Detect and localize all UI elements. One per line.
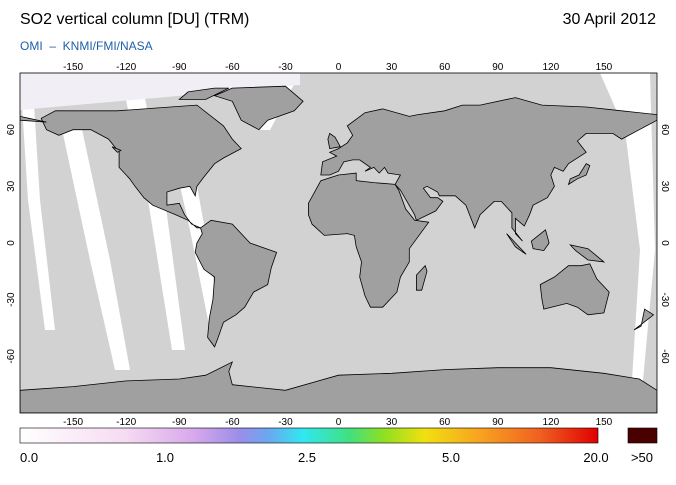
lon-tick-label: 30 <box>386 62 398 73</box>
landmass <box>569 244 606 263</box>
colorbar-label: 2.5 <box>298 450 316 465</box>
landmass <box>194 219 278 348</box>
landmass <box>530 229 550 252</box>
lon-tick-label: -30 <box>278 417 293 428</box>
land <box>20 85 657 413</box>
colorbar-label: 20.0 <box>583 450 608 465</box>
lon-tick-label: -150 <box>63 62 83 73</box>
lon-tick-label: -60 <box>225 62 240 73</box>
lon-tick-label: 90 <box>492 62 504 73</box>
lon-tick-label: 90 <box>492 417 504 428</box>
colorbar-label: 0.0 <box>20 450 38 465</box>
map-frame <box>19 72 658 414</box>
lat-tick-label: -60 <box>659 349 670 364</box>
lon-tick-label: 120 <box>542 417 559 428</box>
colorbar-label: 5.0 <box>442 450 460 465</box>
landmass <box>20 361 657 413</box>
landmass <box>178 87 229 100</box>
lon-tick-label: -90 <box>172 62 187 73</box>
lon-tick-label: -120 <box>116 62 136 73</box>
map-area <box>20 73 657 413</box>
lat-tick-label: -30 <box>6 292 17 307</box>
subtitle: OMI – KNMI/FMI/NASA <box>20 39 153 53</box>
colorbar <box>19 427 599 444</box>
lon-tick-label: 120 <box>542 62 559 73</box>
swath <box>600 73 655 413</box>
colorbar-overflow <box>627 427 658 444</box>
colorbar-label: >50 <box>631 450 653 465</box>
lon-tick-label: -120 <box>116 417 136 428</box>
swath <box>20 73 300 110</box>
lat-tick-label: 0 <box>659 240 670 246</box>
lat-tick-label: 30 <box>659 181 670 193</box>
landmass <box>320 97 657 242</box>
landmass <box>213 85 304 131</box>
lat-tick-label: 60 <box>659 124 670 136</box>
landmass <box>633 308 655 331</box>
landmass <box>539 263 610 316</box>
lon-tick-label: 0 <box>336 62 342 73</box>
landmass <box>20 115 47 123</box>
lat-tick-label: -30 <box>659 292 670 307</box>
lon-tick-label: 60 <box>439 417 451 428</box>
title: SO2 vertical column [DU] (TRM) <box>20 11 249 28</box>
lon-tick-label: 150 <box>596 62 613 73</box>
lon-tick-label: -30 <box>278 62 293 73</box>
landmass <box>111 146 122 153</box>
lon-tick-label: -60 <box>225 417 240 428</box>
lon-tick-label: -90 <box>172 417 187 428</box>
lon-tick-label: 150 <box>596 417 613 428</box>
landmass <box>567 163 591 186</box>
colorbar-label: 1.0 <box>156 450 174 465</box>
lat-tick-label: 0 <box>6 240 17 246</box>
landmass <box>506 233 527 255</box>
lat-tick-label: 60 <box>6 124 17 136</box>
landmass <box>415 264 428 291</box>
lat-tick-label: 30 <box>6 180 17 192</box>
lon-tick-label: 60 <box>439 62 451 73</box>
lon-tick-label: 0 <box>336 417 342 428</box>
lon-tick-label: 30 <box>386 417 398 428</box>
landmass <box>307 172 430 308</box>
swath <box>20 73 55 330</box>
landmass <box>327 132 341 150</box>
lon-tick-label: -150 <box>63 417 83 428</box>
lat-tick-label: -60 <box>6 349 17 364</box>
swath <box>60 120 130 370</box>
date: 30 April 2012 <box>563 11 657 28</box>
landmass <box>40 104 242 229</box>
